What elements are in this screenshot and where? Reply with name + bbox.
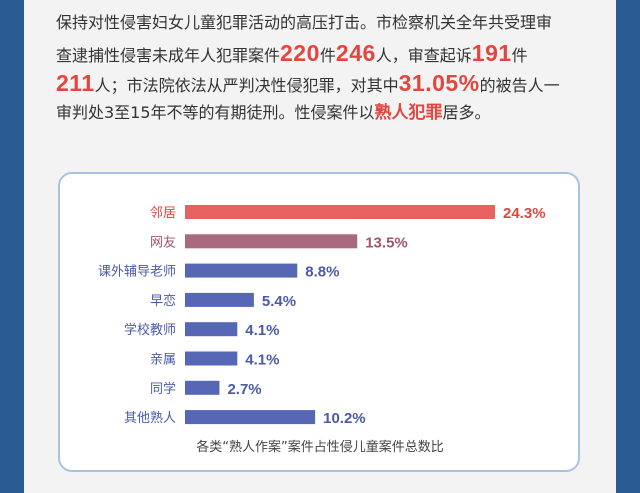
category-label: 其他熟人 — [124, 410, 176, 426]
bar — [185, 263, 298, 278]
intro-text: 的被告人一 — [479, 76, 560, 95]
bar — [185, 292, 254, 307]
value-label: 10.2% — [323, 410, 366, 427]
intro-text: 人，审查起诉 — [375, 46, 472, 65]
category-label: 网友 — [150, 234, 176, 250]
category-label: 亲属 — [150, 353, 176, 368]
category-label: 早恋 — [150, 293, 176, 309]
arrest-persons-number: 246 — [335, 40, 376, 66]
intro-line-3: 211人；市法院依法从严判决性侵犯罪，对其中31.05%的被告人一 — [56, 68, 596, 98]
value-label: 4.1% — [245, 352, 279, 369]
category-label: 学校教师 — [124, 322, 176, 338]
intro-line-4: 审判处3至15年不等的有期徒刑。性侵案件以熟人犯罪居多。 — [56, 98, 596, 128]
intro-text: 查逮捕性侵害未成年人犯罪案件 — [56, 46, 281, 65]
value-label: 5.4% — [262, 293, 296, 310]
intro-line-2: 查逮捕性侵害未成年人犯罪案件220件246人，审查起诉191件 — [56, 38, 596, 68]
value-label: 4.1% — [245, 322, 279, 339]
sentence-percent: 31.05% — [398, 70, 480, 96]
prosecution-cases-number: 191 — [471, 40, 512, 66]
bar — [185, 380, 220, 395]
chart-title: 各类“熟人作案”案件占性侵儿童案件总数比 — [196, 440, 444, 455]
bar — [185, 205, 495, 219]
intro-text: 人；市法院依法从严判决性侵犯罪，对其中 — [94, 76, 399, 95]
intro-text: 件 — [319, 46, 336, 65]
bar — [185, 410, 316, 425]
acquaintance-crime-highlight: 熟人犯罪 — [374, 103, 443, 123]
bar — [185, 234, 358, 249]
intro-text: 件 — [511, 46, 528, 65]
value-label: 13.5% — [365, 234, 408, 251]
bar — [185, 322, 238, 337]
bar — [185, 351, 238, 366]
intro-paragraph: 保持对性侵害妇女儿童犯罪活动的高压打击。市检察机关全年共受理审 查逮捕性侵害未成… — [56, 8, 596, 128]
category-label: 课外辅导老师 — [98, 265, 176, 280]
value-label: 24.3% — [503, 205, 546, 222]
value-label: 2.7% — [227, 381, 261, 398]
value-label: 8.8% — [305, 264, 339, 281]
intro-text: 审判处3至15年不等的有期徒刑。性侵案件以 — [56, 103, 375, 122]
intro-line-1: 保持对性侵害妇女儿童犯罪活动的高压打击。市检察机关全年共受理审 — [56, 8, 596, 38]
category-label: 邻居 — [150, 206, 176, 221]
chart-card — [58, 172, 580, 472]
prosecution-persons-number: 211 — [56, 70, 95, 96]
intro-text: 保持对性侵害妇女儿童犯罪活动的高压打击。市检察机关全年共受理审 — [56, 13, 553, 32]
intro-text: 居多。 — [442, 103, 491, 122]
category-label: 同学 — [150, 381, 176, 397]
arrest-cases-number: 220 — [280, 40, 320, 66]
